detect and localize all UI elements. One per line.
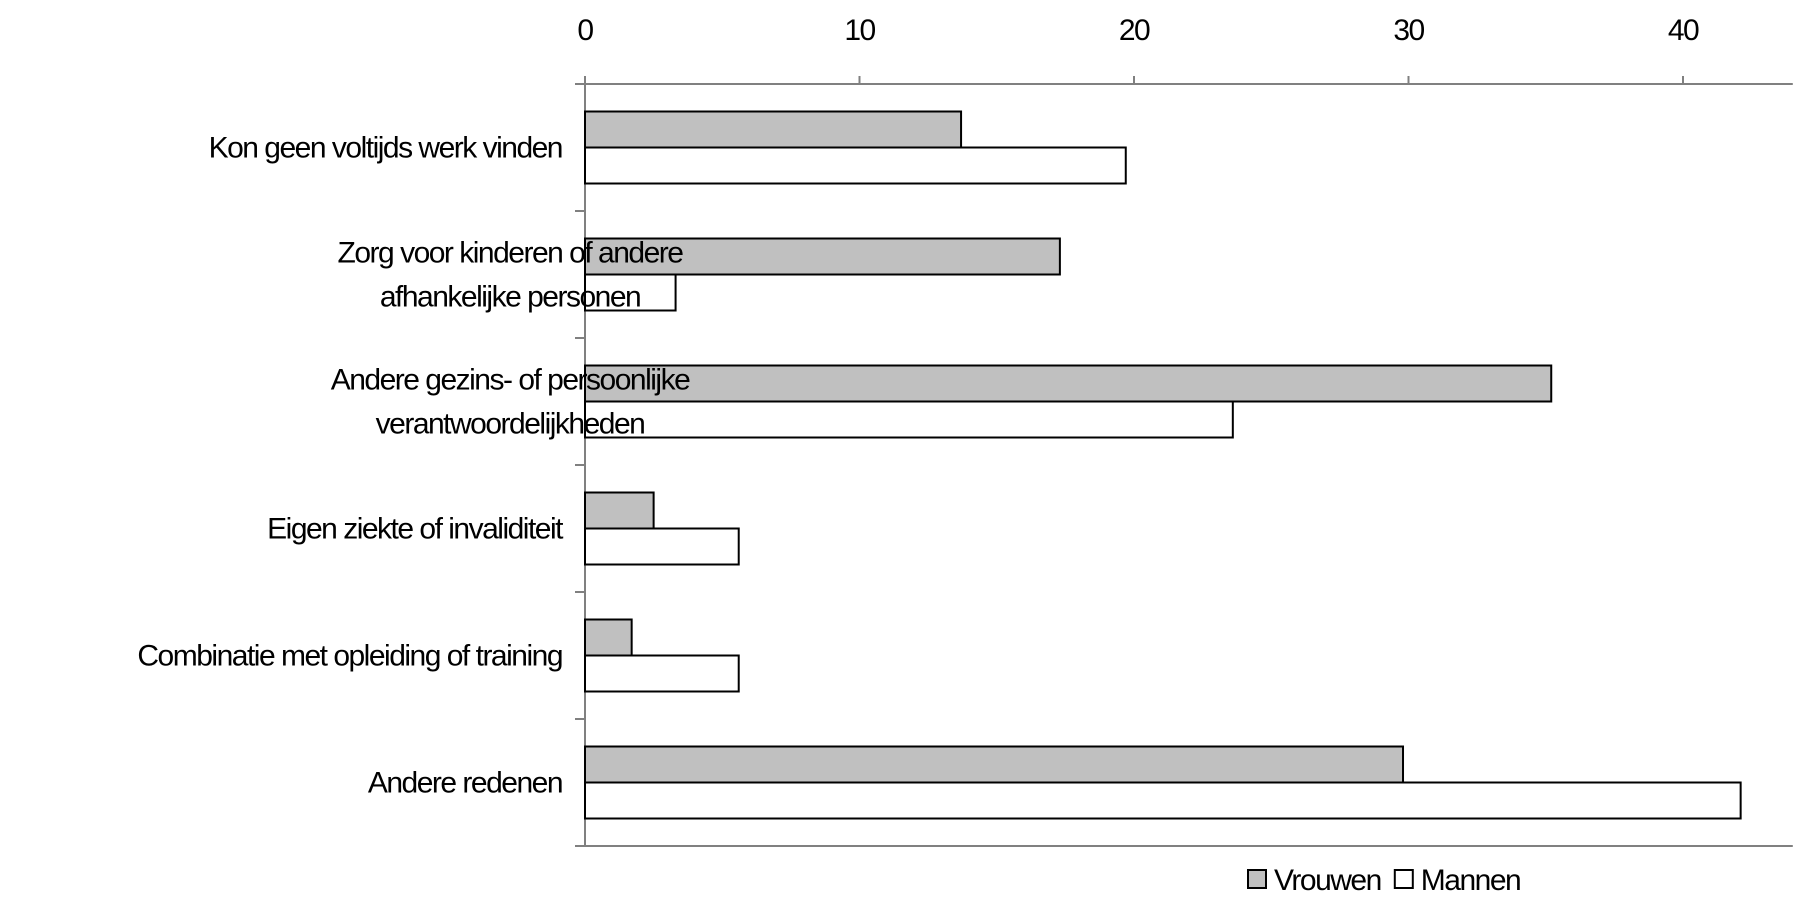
x-tick-label: 30 — [1393, 14, 1424, 47]
x-tick-label: 20 — [1119, 14, 1150, 47]
bar-mannen — [584, 273, 677, 312]
x-tick-label: 10 — [844, 14, 875, 47]
category-label: Zorg voor kinderen of andere — [338, 237, 684, 270]
bar-vrouwen — [584, 237, 1061, 276]
legend-swatch-mannen — [1393, 869, 1414, 889]
x-tick-label: 0 — [577, 14, 593, 47]
category-label: Andere gezins- of persoonlijke — [331, 364, 690, 397]
bar-mannen — [584, 146, 1127, 185]
category-label: verantwoordelijkheden — [376, 408, 645, 441]
bar-vrouwen — [584, 364, 1553, 403]
category-label: Andere redenen — [368, 767, 562, 800]
category-label: Kon geen voltijds werk vinden — [209, 132, 562, 165]
legend-label-mannen: Mannen — [1421, 864, 1520, 897]
bar-mannen — [584, 654, 740, 693]
legend-swatch-vrouwen — [1247, 869, 1267, 889]
category-label: Eigen ziekte of invaliditeit — [267, 513, 564, 546]
category-label: afhankelijke personen — [380, 281, 640, 314]
axis-lines — [575, 83, 1793, 847]
bar-vrouwen — [584, 491, 655, 530]
legend: Vrouwen Mannen — [1247, 864, 1522, 897]
category-label: Combinatie met opleiding of training — [137, 640, 562, 673]
bar-mannen — [584, 781, 1742, 820]
bar-mannen — [584, 527, 740, 566]
bar-mannen — [584, 400, 1234, 439]
bars — [584, 110, 1742, 820]
bar-vrouwen — [584, 618, 633, 657]
category-labels: Kon geen voltijds werk vinden Zorg voor k… — [137, 132, 691, 800]
bar-vrouwen — [584, 110, 963, 149]
legend-label-vrouwen: Vrouwen — [1274, 864, 1381, 897]
x-axis-ticks: 0 10 20 30 40 — [577, 14, 1700, 84]
bar-vrouwen — [584, 745, 1405, 784]
x-tick-label: 40 — [1668, 14, 1699, 47]
